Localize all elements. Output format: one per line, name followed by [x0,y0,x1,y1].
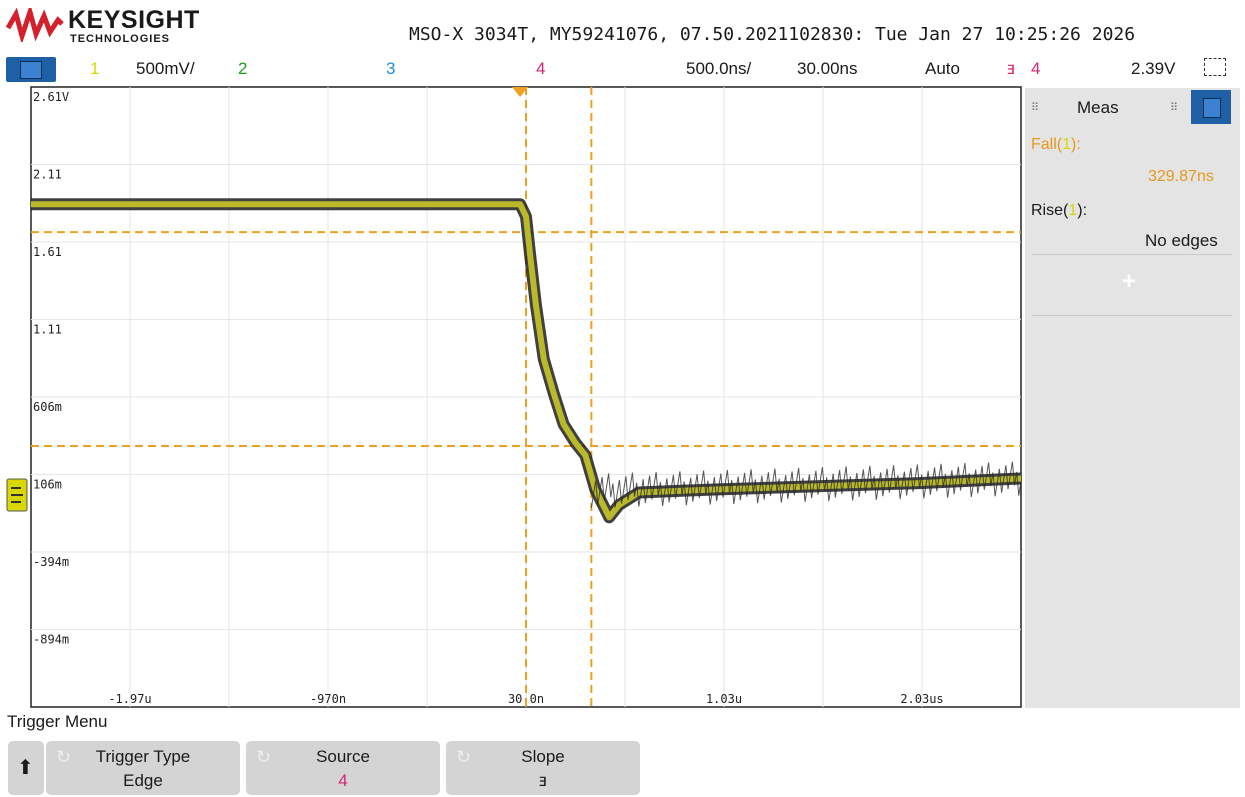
channel-4-label[interactable]: 4 [536,59,546,78]
fall-label-suffix: ): [1071,136,1081,153]
softkey-value: Edge [123,771,163,790]
y-axis-label: 1.61 [33,245,62,259]
trigger-menu-title: Trigger Menu [7,712,108,731]
waveform-display[interactable]: 2.61V 2.11 1.61 1.11 606m 106m -394m -894m -1.97… [0,85,1025,710]
measurement-panel [1025,88,1240,708]
softkey-value: 4 [338,771,348,790]
brand-subtitle: TECHNOLOGIES [70,33,171,45]
trigger-source[interactable]: 4 [1031,59,1041,78]
meas-title: Meas [1077,98,1119,117]
channel-1-label[interactable]: 1 [90,59,100,78]
softkey-label: Trigger Type [95,747,191,766]
trigger-slope-softkey[interactable]: ↻ Slope ⱻ [446,741,640,795]
up-arrow-icon: ⬆ [17,757,34,779]
y-axis-label: -394m [33,555,69,569]
trigger-mode[interactable]: Auto [925,59,960,78]
divider [1032,315,1232,316]
softkey-label: Slope [521,747,565,766]
x-axis-label: -970n [310,692,346,706]
y-axis-label: 106m [33,478,62,492]
horizontal-delay[interactable]: 30.00ns [797,59,858,78]
channel-1-ground-marker-icon[interactable] [6,478,28,512]
rise-measurement-value: No edges [1145,231,1218,250]
x-axis-label: 1.03u [706,692,742,706]
x-axis-label: -1.97u [108,692,151,706]
channel-3-label[interactable]: 3 [386,59,396,78]
rise-label-suffix: ): [1077,202,1088,219]
rotate-knob-icon: ↻ [256,747,272,767]
x-axis-label: 2.03us [900,692,943,706]
rise-label-channel: 1 [1068,202,1078,219]
menu-icon [1203,98,1221,118]
rise-label-prefix: Rise( [1031,202,1069,219]
brand-name: KEYSIGHT [68,6,200,34]
timebase-scale[interactable]: 500.0ns/ [686,59,752,78]
back-softkey[interactable]: ⬆ [8,741,44,795]
rise-measurement-label[interactable]: Rise(1): [1031,202,1087,220]
panel-grip-icon[interactable]: ⠿ [1031,102,1040,114]
waveform-noise [590,461,1022,509]
divider [1032,254,1232,255]
rotate-knob-icon: ↻ [456,747,472,767]
falling-edge-icon: ⱻ [538,771,548,790]
trigger-position-marker-icon [512,87,529,97]
rotate-knob-icon: ↻ [56,747,72,767]
menu-icon [20,61,42,79]
trigger-level[interactable]: 2.39V [1131,59,1176,78]
fall-measurement-label[interactable]: Fall(1): [1031,136,1081,154]
trigger-source-softkey[interactable]: ↻ Source 4 [246,741,440,795]
y-axis-label: -894m [33,633,69,647]
device-info: MSO-X 3034T, MY59241076, 07.50.202110283… [409,24,1136,45]
softkey-label: Source [316,747,370,766]
trigger-type-softkey[interactable]: ↻ Trigger Type Edge [46,741,240,795]
y-axis-label: 2.61V [33,90,69,104]
channel-1-scale[interactable]: 500mV/ [136,59,195,78]
main-menu-button[interactable] [6,57,56,82]
zoom-icon[interactable] [1204,58,1226,76]
keysight-logo-icon [6,8,64,42]
fall-label-prefix: Fall( [1031,136,1063,153]
add-measurement-button[interactable]: + [1122,268,1137,295]
y-axis-label: 606m [33,400,62,414]
fall-label-channel: 1 [1062,136,1072,153]
y-axis-label: 1.11 [33,323,62,337]
y-axis-label: 2.11 [33,168,62,182]
falling-edge-icon: ⱻ [1007,59,1016,78]
fall-measurement-value: 329.87ns [1148,168,1214,185]
channel-2-label[interactable]: 2 [238,59,248,78]
panel-grip-icon[interactable]: ⠿ [1170,102,1179,114]
